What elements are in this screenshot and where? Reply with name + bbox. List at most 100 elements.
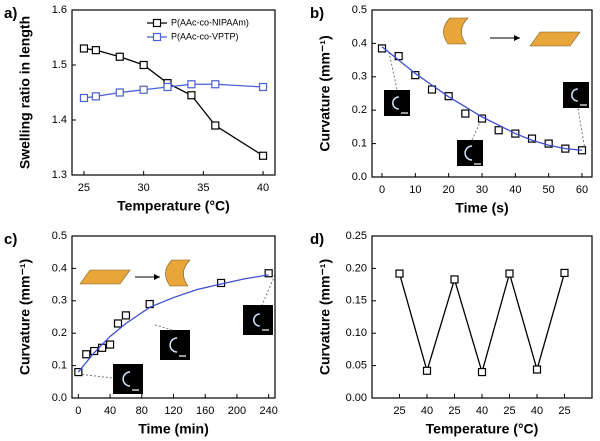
connector	[261, 274, 276, 306]
marker	[82, 350, 91, 359]
marker	[91, 92, 100, 101]
y-tick-label: 0.25	[346, 230, 367, 242]
x-tick-label: 35	[197, 182, 209, 194]
arrow-head	[154, 274, 160, 280]
y-tick-label: 1.3	[52, 169, 67, 181]
legend-label: P(AAc-co-VPTP)	[171, 31, 239, 41]
marker	[560, 268, 569, 278]
marker	[115, 88, 124, 97]
connector	[471, 119, 482, 141]
y-tick-label: 0.00	[346, 392, 367, 404]
inset-arc	[169, 337, 178, 353]
marker	[90, 346, 99, 356]
insets	[77, 17, 589, 394]
x-axis-label: Temperature (°C)	[117, 198, 230, 214]
x-tick-label: 40	[509, 184, 521, 196]
panel: b) Time (s) Curvature (mm⁻¹) 0.0 0.1 0.2 0.3 0.…	[310, 4, 593, 216]
inset-image	[160, 330, 190, 360]
inset-arc	[392, 96, 399, 110]
y-tick-label: 1.4	[52, 114, 67, 126]
y-tick-label: 0.4	[352, 37, 367, 49]
y-tick-label: 0.0	[52, 392, 67, 404]
y-tick-label: 0.0	[352, 171, 367, 183]
marker	[422, 366, 432, 375]
y-axis-label: Curvature (mm⁻¹)	[317, 35, 333, 151]
x-tick-label: 200	[228, 405, 246, 417]
connector	[77, 373, 114, 379]
marker	[532, 365, 542, 374]
panel: a) Temperature (°C) Swelling ratio in leng…	[4, 4, 276, 214]
inset-arc	[571, 88, 578, 102]
marker	[494, 126, 503, 135]
y-tick-label: 1.5	[52, 59, 67, 71]
inset-arc	[253, 313, 260, 327]
marker	[152, 18, 162, 28]
x-tick-label: 80	[136, 405, 148, 417]
x-tick-label: 40	[531, 405, 543, 417]
series-line	[83, 83, 264, 99]
y-axis-label: Swelling ratio in length	[17, 16, 33, 169]
marker	[139, 60, 148, 70]
marker	[152, 32, 162, 42]
marker	[258, 82, 268, 92]
marker	[461, 109, 470, 118]
connector	[577, 107, 586, 151]
y-tick-label: 1.6	[52, 4, 67, 16]
arrow-head	[514, 35, 520, 41]
x-tick-label: 50	[543, 184, 555, 196]
marker	[163, 82, 172, 92]
marker	[505, 269, 514, 278]
plot-frame	[71, 9, 276, 176]
panel-label: d)	[310, 231, 324, 248]
x-tick-label: 40	[476, 405, 488, 417]
panel-label: c)	[4, 231, 17, 248]
plot-frame	[371, 9, 593, 178]
y-tick-label: 0.5	[352, 4, 367, 16]
x-tick-label: 40	[421, 405, 433, 417]
inset-image	[457, 140, 483, 166]
x-tick-label: 160	[196, 405, 214, 417]
x-tick-label: 240	[259, 405, 277, 417]
y-tick-label: 0.3	[52, 295, 67, 307]
plot-frame	[371, 235, 593, 399]
y-tick-label: 0.05	[346, 360, 367, 372]
series-line	[381, 46, 583, 151]
legend-box	[145, 14, 271, 46]
x-tick-label: 10	[409, 184, 421, 196]
marker	[377, 44, 387, 53]
x-tick-label: 120	[164, 405, 182, 417]
y-tick-label: 0.2	[52, 327, 67, 339]
marker	[427, 85, 437, 94]
marker	[79, 93, 89, 103]
x-tick-label: 0	[75, 405, 81, 417]
y-tick-label: 0.5	[52, 230, 67, 242]
connector	[388, 51, 398, 91]
x-tick-label: 0	[379, 184, 385, 196]
marker	[395, 269, 404, 278]
panel: d) Temperature (°C) Curvature (mm⁻¹) 0.00 0.…	[310, 230, 593, 437]
inset-image	[384, 90, 410, 116]
y-tick-label: 0.2	[352, 104, 367, 116]
y-axis-label: Curvature (mm⁻¹)	[317, 259, 333, 375]
strip-flat	[529, 31, 581, 47]
panel-label: b)	[310, 5, 324, 22]
marker	[477, 367, 487, 377]
x-tick-label: 20	[443, 184, 455, 196]
y-tick-label: 0.1	[52, 360, 67, 372]
series-line	[398, 271, 566, 375]
x-tick-label: 40	[104, 405, 116, 417]
y-tick-label: 0.4	[52, 262, 67, 274]
marker	[187, 80, 196, 89]
x-tick-label: 40	[257, 182, 269, 194]
inset-arc	[122, 371, 131, 387]
inset-arc	[464, 145, 473, 161]
marker	[139, 85, 148, 94]
marker	[211, 121, 220, 130]
plot-frame	[71, 235, 276, 399]
x-tick-label: 25	[448, 405, 460, 417]
x-tick-label: 60	[576, 184, 588, 196]
y-tick-label: 0.1	[352, 138, 367, 150]
series-line	[83, 47, 264, 157]
y-tick-label: 0.15	[346, 295, 367, 307]
